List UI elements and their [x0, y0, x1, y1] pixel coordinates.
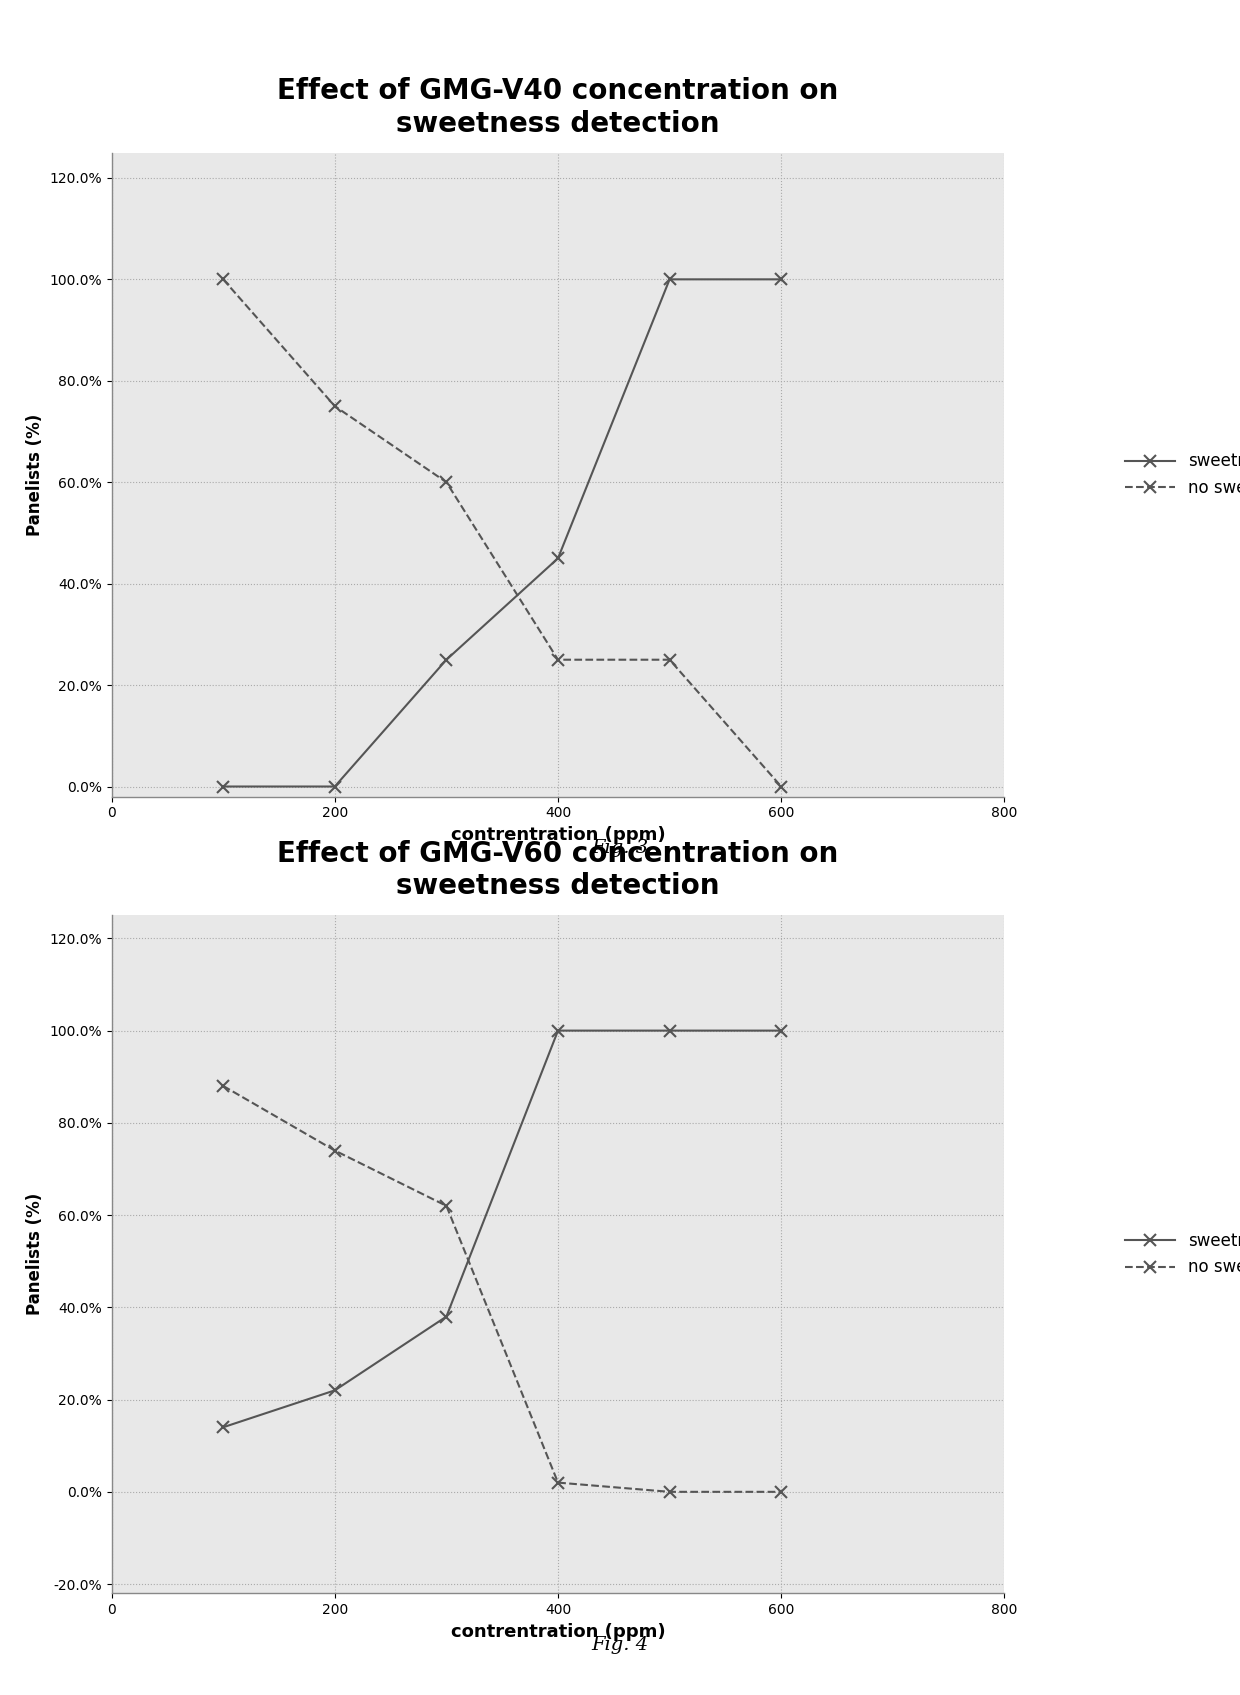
Text: Fig. 4: Fig. 4: [591, 1636, 649, 1654]
sweetness: [551, 547, 565, 568]
no sweetness: [327, 1141, 342, 1161]
X-axis label: contrentration (ppm): contrentration (ppm): [450, 825, 666, 844]
no sweetness: [551, 649, 565, 670]
Y-axis label: Panelists (%): Panelists (%): [26, 414, 43, 536]
sweetness: [662, 1020, 677, 1041]
sweetness: [662, 270, 677, 290]
Line: no sweetness: no sweetness: [218, 275, 786, 792]
sweetness: [774, 270, 789, 290]
sweetness: [439, 1307, 454, 1327]
no sweetness: [439, 1195, 454, 1215]
sweetness: [216, 1417, 231, 1437]
X-axis label: contrentration (ppm): contrentration (ppm): [450, 1622, 666, 1641]
sweetness: [774, 1020, 789, 1041]
Legend: sweetness, no sweetness: sweetness, no sweetness: [1118, 1225, 1240, 1283]
sweetness: [327, 1380, 342, 1400]
Y-axis label: Panelists (%): Panelists (%): [26, 1193, 43, 1315]
sweetness: [327, 776, 342, 797]
Text: Fig. 3: Fig. 3: [591, 839, 649, 858]
Line: no sweetness: no sweetness: [218, 1080, 786, 1497]
no sweetness: [774, 1481, 789, 1502]
Title: Effect of GMG-V40 concentration on
sweetness detection: Effect of GMG-V40 concentration on sweet…: [278, 78, 838, 137]
Title: Effect of GMG-V60 concentration on
sweetness detection: Effect of GMG-V60 concentration on sweet…: [278, 841, 838, 900]
sweetness: [439, 649, 454, 670]
no sweetness: [327, 397, 342, 417]
no sweetness: [551, 1473, 565, 1493]
Line: sweetness: sweetness: [218, 1025, 786, 1432]
Legend: sweetness, no sweetness: sweetness, no sweetness: [1118, 446, 1240, 503]
sweetness: [216, 776, 231, 797]
no sweetness: [439, 471, 454, 492]
no sweetness: [216, 270, 231, 290]
no sweetness: [216, 1076, 231, 1097]
no sweetness: [774, 776, 789, 797]
no sweetness: [662, 649, 677, 670]
sweetness: [551, 1020, 565, 1041]
Line: sweetness: sweetness: [218, 275, 786, 792]
no sweetness: [662, 1481, 677, 1502]
